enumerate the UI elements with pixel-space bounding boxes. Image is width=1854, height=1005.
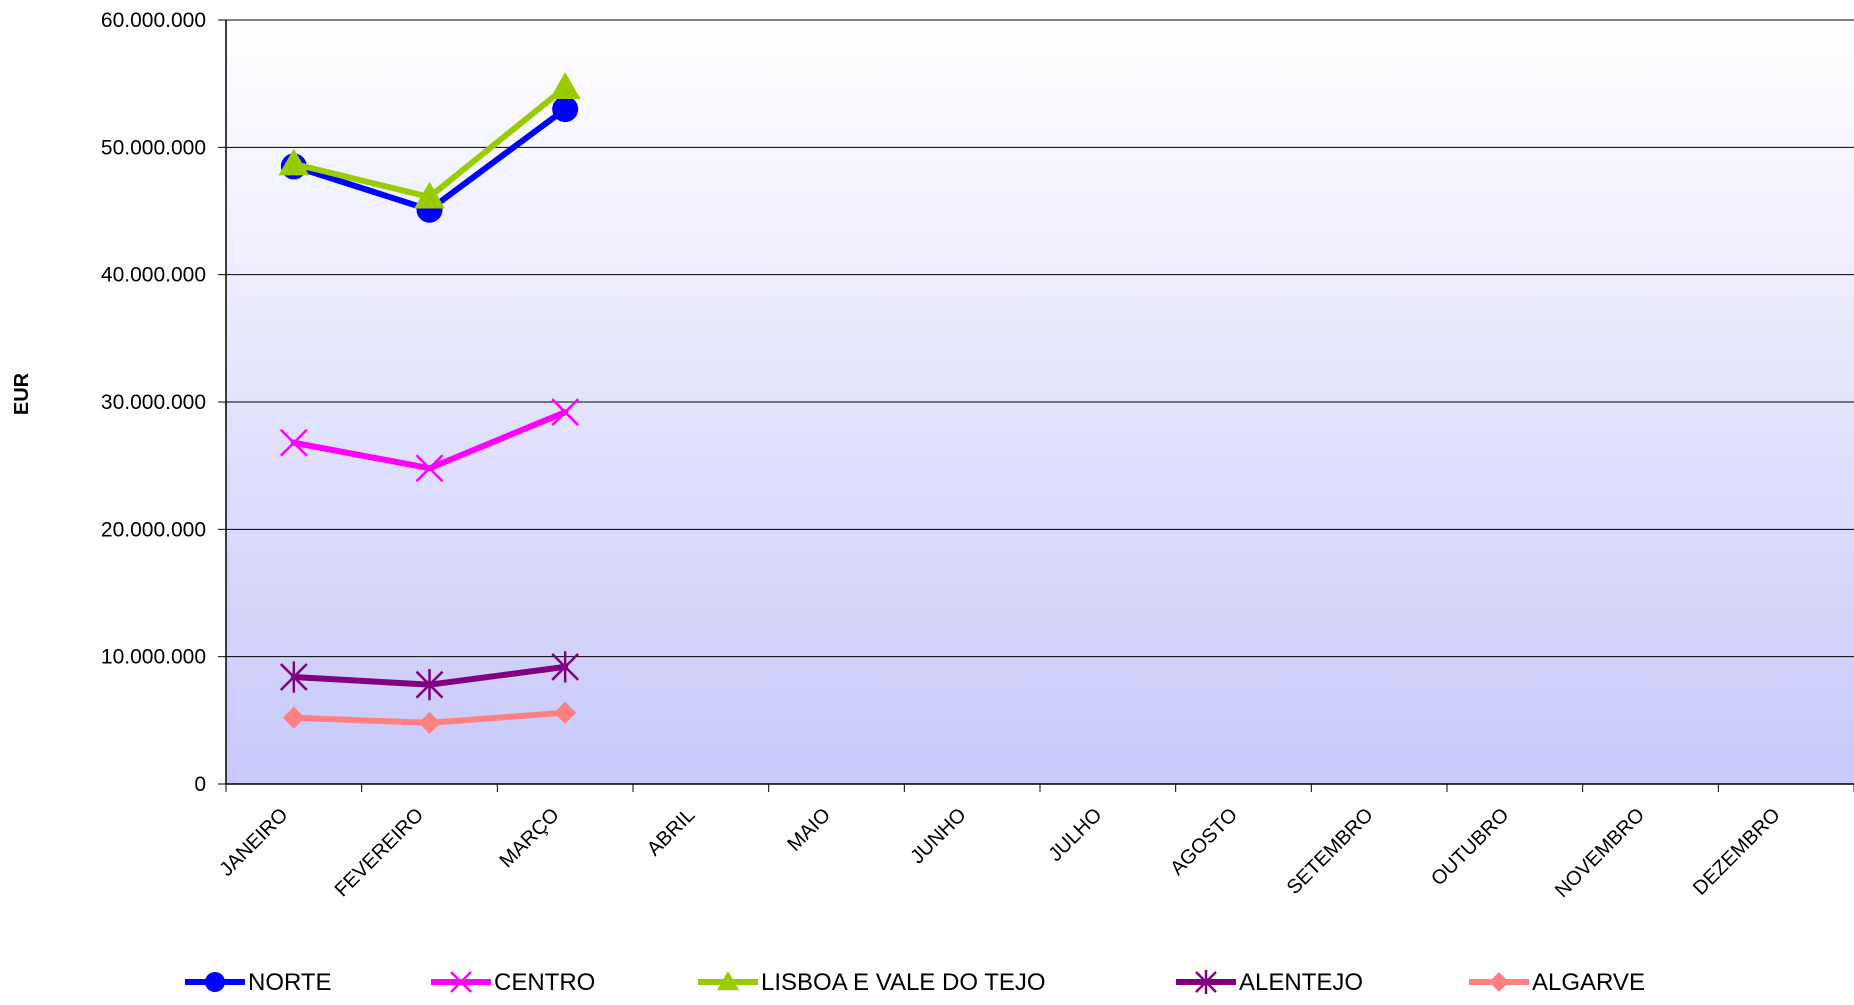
legend-item: LISBOA E VALE DO TEJO <box>698 969 1046 996</box>
y-axis-ticks: 0 10.000.000 20.000.000 30.000.000 40.000.00… <box>101 9 226 796</box>
data-point <box>279 428 308 457</box>
x-tick-label: OUTUBRO <box>1427 804 1513 890</box>
x-tick-label: MAIO <box>783 804 835 856</box>
legend-item: ALENTEJO <box>1176 969 1363 996</box>
series-layer <box>278 72 581 734</box>
data-point <box>551 651 580 683</box>
x-tick-label: JULHO <box>1044 804 1106 866</box>
legend-item: CENTRO <box>431 969 595 996</box>
series-lisboa-e-vale-do-tejo <box>278 72 581 209</box>
y-tick-label: 40.000.000 <box>101 264 206 287</box>
x-tick-label: FEVEREIRO <box>331 804 428 901</box>
data-point <box>554 701 577 724</box>
data-point <box>418 711 441 734</box>
legend-label: ALGARVE <box>1532 969 1645 996</box>
x-tick-label: MARÇO <box>495 804 563 872</box>
x-tick-label: JANEIRO <box>216 804 293 881</box>
marker-stroke <box>551 398 580 427</box>
marker-stroke <box>279 428 308 457</box>
x-tick-label: NOVEMBRO <box>1551 804 1649 902</box>
y-tick-label: 0 <box>194 773 206 796</box>
data-point <box>279 661 308 693</box>
marker-stroke <box>450 971 472 993</box>
data-point <box>278 148 310 176</box>
legend-item: ALGARVE <box>1469 969 1645 996</box>
legend-label: LISBOA E VALE DO TEJO <box>761 969 1046 996</box>
marker-stroke <box>415 454 444 483</box>
x-tick-label: AGOSTO <box>1166 804 1242 880</box>
y-axis-title: EUR <box>11 372 33 415</box>
legend-marker <box>717 971 739 991</box>
grid-lines <box>226 19 1854 658</box>
legend-marker <box>1195 970 1217 994</box>
data-point <box>414 181 445 209</box>
legend: NORTE CENTRO LISBOA E VALE DO TEJO ALENTEJO… <box>185 969 1645 996</box>
x-tick-label: DEZEMBRO <box>1689 804 1785 900</box>
legend-marker <box>1489 972 1509 992</box>
data-point <box>415 669 444 701</box>
x-tick-label: JUNHO <box>906 804 970 868</box>
data-point <box>551 398 580 427</box>
y-tick-label: 20.000.000 <box>101 518 206 541</box>
x-axis-ticks: JANEIRO FEVEREIRO MARÇO ABRIL MAIO JUNHO JULHO… <box>216 784 1854 902</box>
legend-label: ALENTEJO <box>1239 969 1363 996</box>
legend-item: NORTE <box>185 969 332 996</box>
y-tick-label: 60.000.000 <box>101 9 206 32</box>
data-point <box>282 706 305 729</box>
y-tick-label: 30.000.000 <box>101 391 206 414</box>
series-alentejo <box>279 651 580 701</box>
data-point <box>415 454 444 483</box>
data-point <box>549 72 581 100</box>
series-algarve <box>282 701 577 734</box>
y-tick-label: 50.000.000 <box>101 136 206 159</box>
legend-marker <box>205 972 225 992</box>
legend-label: NORTE <box>248 969 332 996</box>
legend-marker <box>450 971 472 993</box>
series-centro <box>279 398 580 483</box>
y-tick-label: 10.000.000 <box>101 646 206 669</box>
x-tick-label: SETEMBRO <box>1283 804 1378 899</box>
legend-label: CENTRO <box>494 969 595 996</box>
data-point <box>552 96 579 123</box>
x-tick-label: ABRIL <box>643 804 699 860</box>
